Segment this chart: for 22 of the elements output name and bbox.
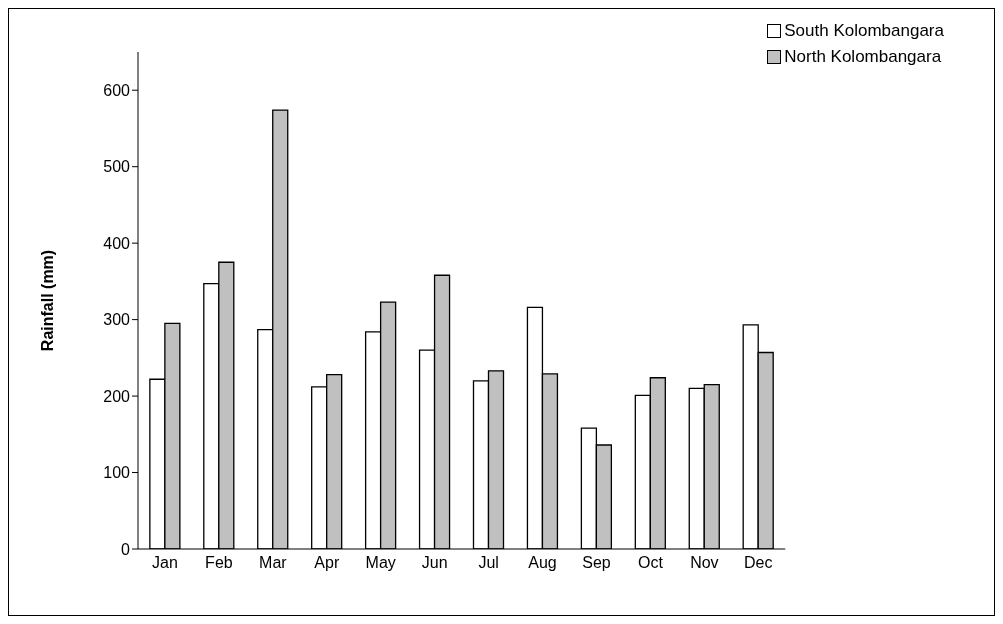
- y-tick-label: 400: [103, 234, 131, 252]
- x-tick-label: Oct: [637, 554, 664, 572]
- x-tick-label: Feb: [205, 554, 233, 572]
- y-tick-label: 0: [121, 540, 131, 558]
- x-tick-label: Jun: [421, 554, 448, 572]
- y-tick-label: 600: [103, 81, 131, 99]
- x-tick-label: Jul: [478, 554, 499, 572]
- legend-label: South Kolombangara: [784, 21, 944, 41]
- x-tick-label: Apr: [314, 554, 340, 572]
- y-tick-label: 500: [103, 158, 131, 176]
- legend-label: North Kolombangara: [784, 47, 942, 67]
- x-tick-label: May: [365, 554, 396, 572]
- y-tick-label: 100: [103, 464, 131, 482]
- x-tick-label: Aug: [528, 554, 557, 572]
- x-tick-label: Mar: [259, 554, 288, 572]
- x-tick-label: Dec: [744, 554, 773, 572]
- x-tick-label: Jan: [152, 554, 178, 572]
- y-tick-label: 300: [103, 311, 131, 329]
- y-axis-title: Rainfall (mm): [38, 249, 56, 352]
- x-tick-label: Sep: [582, 554, 611, 572]
- x-tick-label: Nov: [690, 554, 719, 572]
- y-tick-label: 200: [103, 387, 131, 405]
